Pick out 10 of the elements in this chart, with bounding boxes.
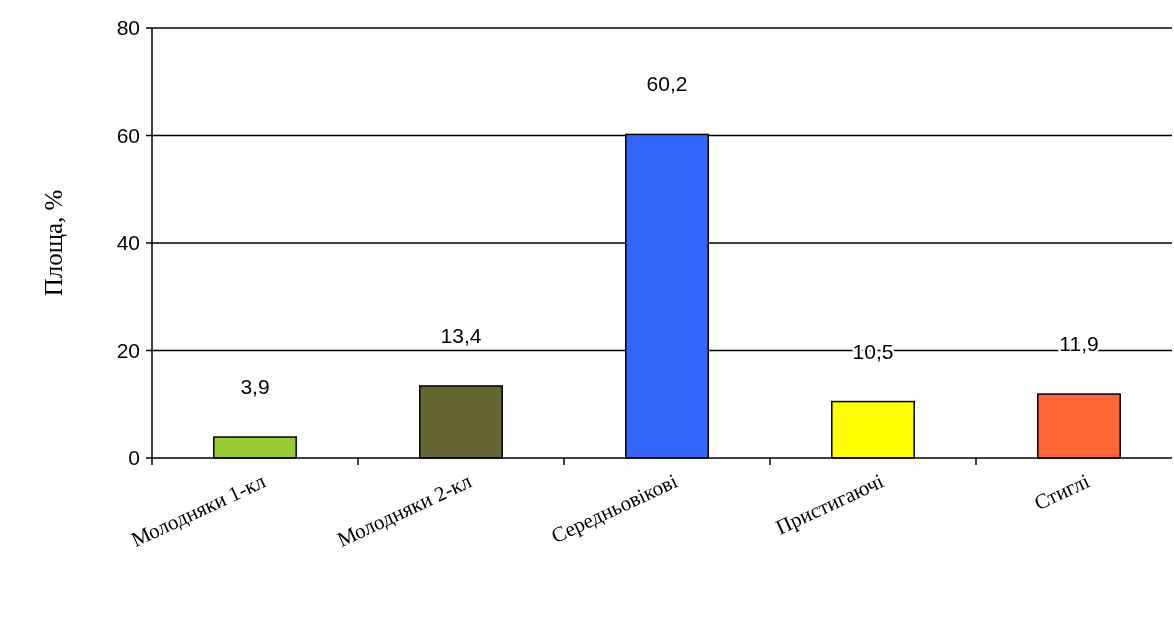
y-axis-title: Площа, % [40,189,67,297]
data-label: 3,9 [240,375,270,399]
x-tick-label: Стиглі [1030,468,1094,516]
y-tick-label: 80 [116,16,140,40]
y-tick-label: 20 [116,338,140,362]
y-tick-label: 40 [116,231,140,255]
data-label: 13,4 [440,323,482,347]
y-tick-label: 60 [116,123,140,147]
y-tick-label: 0 [128,446,140,470]
data-label: 60,2 [646,72,688,96]
